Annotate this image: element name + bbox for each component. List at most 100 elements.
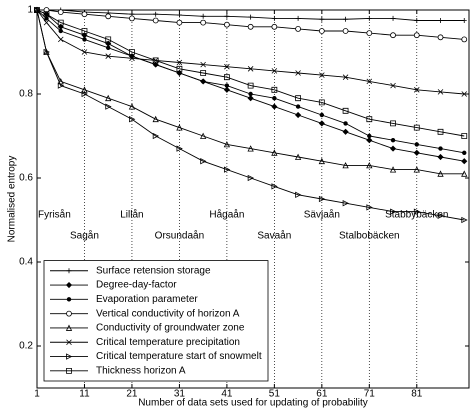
marker: [413, 149, 420, 156]
marker: [295, 191, 302, 198]
x-tick-label: 61: [316, 389, 328, 400]
marker: [461, 36, 468, 43]
marker: [295, 104, 301, 109]
y-axis-label: Normalised entropy: [7, 156, 18, 243]
marker: [414, 142, 419, 147]
marker: [248, 14, 254, 20]
marker: [106, 45, 111, 50]
marker: [318, 195, 326, 203]
marker: [342, 200, 349, 207]
marker: [343, 16, 349, 22]
x-tick-label: 1: [34, 389, 40, 400]
legend-box: [43, 260, 269, 382]
series-line: [36, 9, 465, 154]
marker: [366, 116, 373, 123]
marker: [461, 133, 468, 139]
marker: [81, 90, 88, 98]
marker: [34, 7, 40, 13]
marker: [177, 70, 182, 76]
marker: [224, 63, 230, 70]
marker: [247, 23, 254, 30]
marker: [153, 62, 158, 67]
series-line: [36, 9, 465, 175]
marker: [223, 141, 231, 148]
marker: [295, 25, 301, 32]
x-tick-label: 11: [79, 389, 90, 400]
annotation-label: Savaån: [257, 230, 291, 242]
marker: [295, 95, 301, 102]
marker: [390, 137, 396, 143]
marker: [414, 18, 420, 23]
marker: [43, 48, 50, 55]
marker: [152, 17, 159, 24]
marker: [271, 68, 278, 74]
legend-marker: [66, 268, 72, 274]
marker: [342, 28, 349, 34]
marker: [438, 146, 443, 151]
marker: [437, 34, 444, 41]
marker: [176, 59, 183, 66]
marker: [366, 15, 372, 21]
marker: [295, 111, 302, 119]
legend-marker: [65, 281, 73, 289]
marker: [176, 65, 183, 72]
marker: [390, 15, 396, 21]
marker: [272, 95, 277, 101]
legend-marker: [66, 297, 72, 302]
marker: [366, 30, 373, 36]
marker: [366, 204, 373, 211]
y-tick-label: 0.6: [19, 173, 33, 184]
marker: [366, 137, 373, 144]
marker: [390, 32, 396, 39]
marker: [129, 15, 135, 22]
marker: [389, 166, 397, 173]
legend-marker: [66, 310, 72, 317]
marker: [81, 86, 88, 93]
series-line: [36, 9, 465, 95]
marker: [81, 49, 88, 55]
marker: [461, 170, 468, 177]
marker: [200, 61, 206, 68]
marker: [462, 150, 467, 155]
marker: [223, 74, 230, 81]
marker: [43, 48, 50, 56]
y-tick-label: 0.2: [19, 341, 33, 352]
x-tick-label: 81: [411, 389, 423, 400]
marker: [295, 15, 301, 21]
y-tick-label: 0.4: [19, 257, 33, 268]
x-tick-label: 51: [269, 389, 281, 400]
marker: [343, 121, 348, 126]
x-tick-label: 41: [221, 389, 233, 400]
marker: [81, 28, 88, 34]
series-line: [36, 9, 465, 221]
marker: [57, 82, 65, 89]
marker: [342, 74, 349, 80]
marker: [366, 162, 373, 169]
series-line: [36, 9, 465, 137]
marker: [223, 86, 230, 93]
marker: [57, 9, 64, 15]
marker: [390, 208, 397, 215]
marker: [247, 66, 254, 72]
marker: [43, 11, 50, 18]
series-line: [36, 9, 465, 162]
marker: [176, 124, 183, 131]
marker: [413, 124, 420, 131]
legend-label: Evaporation parameter: [96, 294, 198, 305]
marker: [224, 13, 230, 19]
series-line: [37, 9, 465, 21]
annotation-label: Stabbybäcken: [385, 210, 448, 221]
marker: [153, 11, 159, 17]
marker: [342, 162, 349, 169]
annotation-label: Hågaån: [209, 209, 244, 221]
legend-label: Critical temperature precipitation: [96, 337, 240, 348]
marker: [271, 15, 277, 21]
marker: [223, 166, 231, 173]
marker: [413, 32, 420, 39]
marker: [58, 28, 63, 34]
marker: [437, 89, 444, 95]
marker: [224, 83, 230, 88]
y-tick-label: 0.8: [19, 89, 33, 100]
marker: [271, 183, 278, 190]
marker: [43, 19, 50, 26]
